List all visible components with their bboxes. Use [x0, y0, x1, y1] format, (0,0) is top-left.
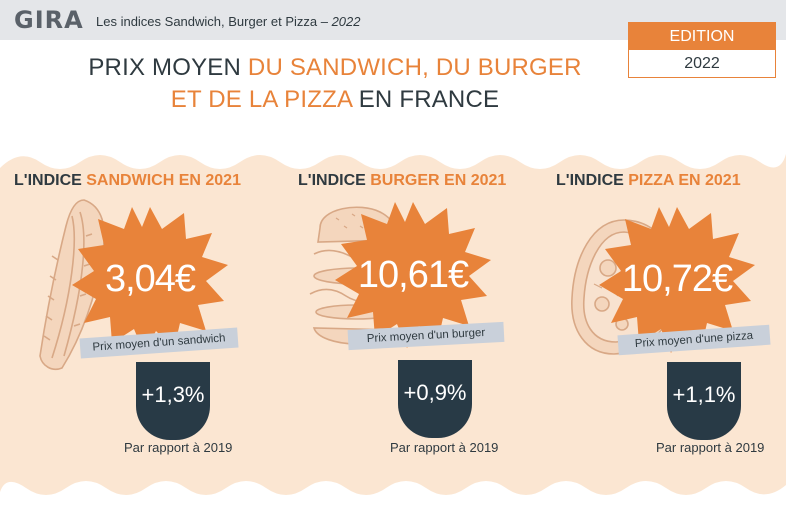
index-title-prefix: L'INDICE	[556, 172, 629, 189]
index-title-product: PIZZA	[628, 172, 674, 189]
index-title-pizza: L'INDICE PIZZA EN 2021	[556, 172, 741, 190]
index-title-suffix: EN 2021	[673, 172, 741, 189]
report-title-text: Les indices Sandwich, Burger et Pizza –	[96, 14, 332, 29]
gira-logo: GIRA	[14, 6, 84, 34]
edition-label: EDITION	[629, 23, 775, 50]
price-starburst-burger	[335, 202, 491, 348]
top-bar: GIRA Les indices Sandwich, Burger et Piz…	[0, 0, 786, 40]
price-starburst-pizza	[599, 207, 755, 353]
headline-part-4: EN FRANCE	[351, 86, 500, 113]
index-title-prefix: L'INDICE	[298, 172, 371, 189]
index-title-prefix: L'INDICE	[14, 172, 87, 189]
price-value-burger: 10,61€	[357, 254, 469, 296]
comparison-text-pizza: Par rapport à 2019	[656, 440, 765, 455]
index-title-suffix: EN 2021	[174, 172, 241, 189]
index-title-suffix: EN 2021	[439, 172, 507, 189]
price-starburst-sandwich	[72, 207, 228, 353]
headline-part-3: ET DE LA PIZZA	[170, 86, 352, 113]
report-title-year: 2022	[331, 14, 361, 29]
headline-part-1: PRIX MOYEN	[88, 54, 248, 81]
comparison-text-burger: Par rapport à 2019	[390, 440, 499, 455]
index-title-product: SANDWICH	[86, 172, 175, 189]
change-badge-sandwich: +1,3%	[136, 362, 210, 440]
price-value-sandwich: 3,04€	[104, 258, 196, 300]
index-title-burger: L'INDICE BURGER EN 2021	[298, 172, 506, 190]
price-value-pizza: 10,72€	[621, 258, 733, 300]
edition-year: 2022	[684, 55, 720, 72]
report-title: Les indices Sandwich, Burger et Pizza – …	[96, 14, 361, 29]
headline-part-2: DU SANDWICH, DU BURGER	[247, 54, 582, 81]
index-title-product: BURGER	[370, 172, 440, 189]
edition-box: EDITION 2022	[628, 22, 776, 78]
change-badge-pizza: +1,1%	[667, 362, 741, 440]
change-badge-burger: +0,9%	[398, 360, 472, 438]
index-title-sandwich: L'INDICE SANDWICH EN 2021	[14, 172, 241, 190]
page-headline: PRIX MOYEN DU SANDWICH, DU BURGER ET DE …	[40, 52, 630, 116]
comparison-text-sandwich: Par rapport à 2019	[124, 440, 233, 455]
sandwich-icon	[39, 199, 106, 371]
